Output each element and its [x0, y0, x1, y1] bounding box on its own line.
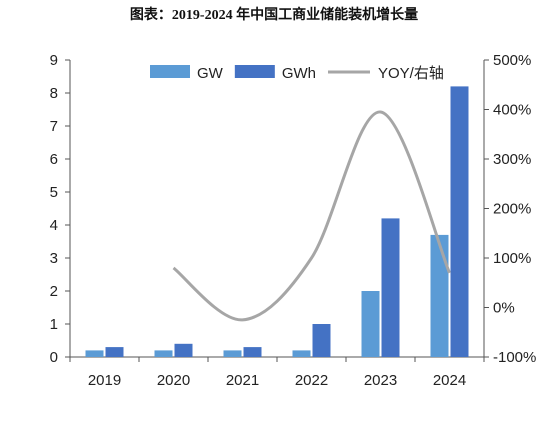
x-tick-label: 2022: [295, 372, 328, 389]
bar-gw: [292, 350, 311, 357]
left-tick-label: 4: [50, 217, 58, 234]
left-tick-label: 9: [50, 52, 58, 69]
x-tick-label: 2019: [88, 372, 121, 389]
left-tick-label: 5: [50, 184, 58, 201]
bar-gw: [223, 350, 242, 357]
left-tick-label: 2: [50, 283, 58, 300]
bar-gw: [85, 350, 104, 357]
bar-gw: [154, 350, 173, 357]
left-tick-label: 6: [50, 151, 58, 168]
left-tick-label: 1: [50, 316, 58, 333]
legend-swatch-gwh: [234, 65, 275, 78]
bar-gwh: [174, 343, 193, 357]
right-tick-label: 300%: [493, 151, 531, 168]
left-tick-label: 0: [50, 349, 58, 366]
bar-gwh: [450, 86, 469, 358]
bar-gwh: [381, 218, 400, 357]
left-tick-label: 3: [50, 250, 58, 267]
left-tick-label: 7: [50, 118, 58, 135]
legend-swatch-gw: [150, 65, 190, 78]
yoy-line: [172, 110, 451, 322]
bar-gw: [430, 234, 449, 357]
right-tick-label: 100%: [493, 250, 531, 267]
right-tick-label: 400%: [493, 102, 531, 119]
bar-gw: [361, 291, 380, 357]
chart-title: 图表：2019-2024 年中国工商业储能装机增长量: [129, 8, 419, 23]
right-tick-label: 500%: [493, 52, 531, 69]
x-tick-label: 2021: [226, 372, 259, 389]
legend-label: YOY/右轴: [378, 65, 444, 82]
right-tick-label: 0%: [493, 300, 515, 317]
legend-label: GW: [197, 65, 224, 82]
bar-gwh: [312, 324, 331, 357]
legend-label: GWh: [282, 65, 316, 82]
right-tick-label: -100%: [493, 349, 536, 366]
right-tick-label: 200%: [493, 201, 531, 218]
x-tick-label: 2020: [157, 372, 190, 389]
x-tick-label: 2023: [364, 372, 397, 389]
left-tick-label: 8: [50, 85, 58, 102]
bar-gwh: [105, 347, 124, 357]
x-tick-label: 2024: [433, 372, 466, 389]
bar-gwh: [243, 347, 262, 357]
